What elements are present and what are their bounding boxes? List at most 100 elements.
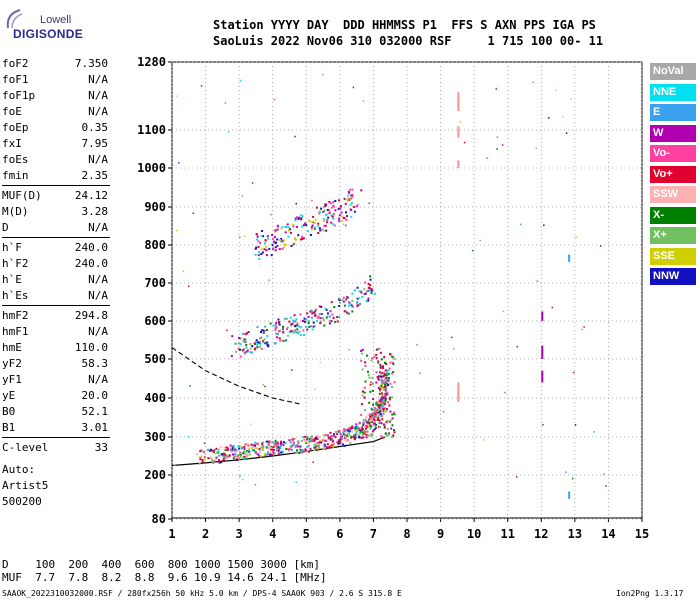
echo-point [359,431,362,434]
echo-point [262,329,265,332]
echo-point [318,305,321,308]
echo-point [203,459,206,462]
echo-point [265,341,268,344]
echo-point [245,346,248,349]
echo-point [383,356,386,359]
echo-point [246,455,249,458]
echo-point [387,372,390,375]
echo-point [308,438,311,441]
echo-point [332,201,335,204]
echo-point [252,446,255,449]
echo-point [295,444,298,447]
echo-point [262,383,265,386]
echo-point [320,207,323,210]
echo-point [311,310,314,313]
echo-point [361,295,364,298]
echo-point [354,429,357,432]
echo-point [251,345,254,348]
echo-point [383,425,386,428]
footer-version: Ion2Png 1.3.17 [616,589,684,598]
echo-point [294,444,297,447]
echo-point [235,449,238,452]
echo-point [362,100,365,102]
echo-point [322,229,325,232]
echo-point [370,427,372,430]
echo-point [375,357,378,360]
echo-point [345,311,348,314]
echo-point [255,233,258,236]
echo-point [542,424,544,426]
param-row: fmin 2.35 [2,168,108,184]
echo-point [337,442,340,445]
echo-point [232,445,235,448]
echo-point [215,456,218,459]
legend-item-vo-: Vo+ [650,165,696,183]
echo-point [263,338,266,341]
echo-point [361,394,364,397]
echo-point [324,205,327,208]
echo-point [372,418,375,421]
echo-point [326,446,329,449]
echo-point [319,317,322,320]
echo-point [277,446,280,449]
echo-point [317,315,320,318]
echo-point [300,235,303,238]
x-tick-label: 3 [236,527,243,541]
echo-point [237,342,240,345]
echo-point [336,320,339,323]
echo-point [375,423,378,426]
echo-point [246,453,249,456]
echo-point [304,440,307,443]
echo-point [326,443,329,446]
echo-point [264,385,266,388]
echo-point [355,431,358,434]
echo-point [346,198,349,201]
echo-point [261,447,264,450]
echo-point [338,214,341,217]
echo-point [314,315,317,318]
echo-point [297,442,300,445]
echo-point [294,445,297,448]
echo-point [317,225,320,228]
echo-point [346,439,349,442]
echo-point [261,340,264,343]
echo-point [379,400,382,403]
echo-point [253,342,256,345]
echo-point [268,247,271,250]
echo-point [356,297,359,300]
echo-point [378,404,381,407]
echo-point [373,428,376,431]
echo-point [380,358,383,361]
echo-point [226,449,229,452]
y-tick-label: 600 [144,314,166,328]
echo-point [298,325,301,328]
echo-point [364,431,367,434]
echo-point [359,430,362,433]
echo-point [338,305,341,308]
echo-point [349,427,352,430]
echo-point [363,432,366,435]
echo-point [345,428,348,431]
echo-point [367,299,370,302]
echo-point [341,299,344,302]
echo-point [349,426,352,429]
echo-point [196,453,199,456]
echo-point [375,403,378,406]
echo-point [369,425,372,428]
echo-point [367,370,370,373]
echo-point [199,458,202,461]
echo-point [343,217,346,220]
echo-point [366,290,369,293]
echo-point [501,144,504,146]
echo-point [345,440,348,443]
echo-point [285,243,288,246]
echo-point [369,390,372,393]
param-name: hmF1 [2,325,29,338]
echo-point [376,415,379,418]
echo-point [264,453,267,456]
echo-point [375,402,378,405]
echo-point [502,310,505,313]
echo-point [309,439,312,442]
echo-point [312,321,315,324]
echo-point [299,313,302,316]
